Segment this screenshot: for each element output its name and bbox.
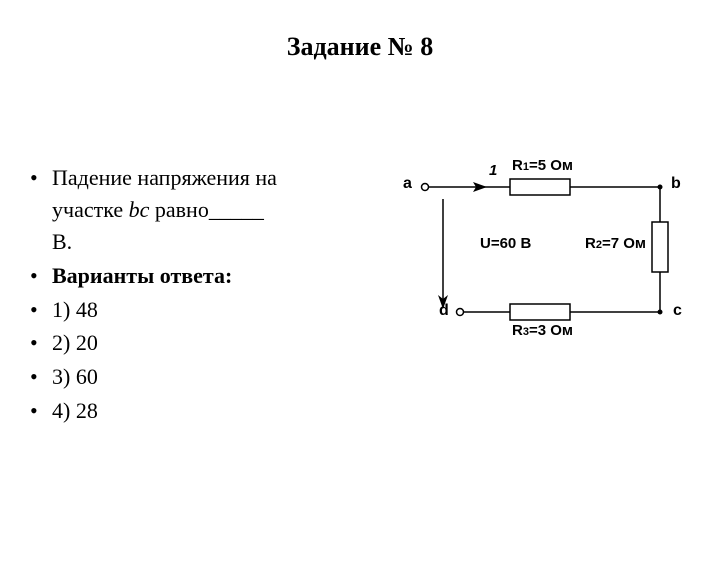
answers-header: Варианты ответа:	[30, 260, 380, 292]
node-a-label: a	[403, 175, 412, 193]
r3-name: R	[512, 322, 523, 339]
r1-val: =5 Ом	[529, 157, 573, 174]
r3-val: =3 Ом	[529, 322, 573, 339]
r1-label: R1=5 Ом	[512, 157, 573, 174]
question-block: Падение напряжения на участке bc равно__…	[30, 162, 380, 429]
circuit-diagram: a b c d 1 R1=5 Ом R2=7 Ом R3=3 Ом U=60 В	[395, 157, 695, 357]
voltage-label: U=60 В	[480, 235, 531, 252]
answers-header-text: Варианты ответа:	[52, 263, 232, 288]
page-title: Задание № 8	[0, 32, 720, 62]
option-2: 2) 20	[30, 327, 380, 359]
q-line2-pre: участке	[52, 197, 129, 222]
r2-name: R	[585, 235, 596, 252]
node-c-label: c	[673, 302, 682, 320]
q-line2-suf: равно_____	[149, 197, 263, 222]
r3-label: R3=3 Ом	[512, 322, 573, 339]
option-1: 1) 48	[30, 294, 380, 326]
node-d-label: d	[439, 302, 449, 320]
bullet-list: Падение напряжения на участке bc равно__…	[30, 162, 380, 427]
r2-val: =7 Ом	[602, 235, 646, 252]
q-line3: В.	[52, 229, 72, 254]
node-b-label: b	[671, 175, 681, 193]
option-3: 3) 60	[30, 361, 380, 393]
r2-label: R2=7 Ом	[585, 235, 646, 252]
r1-name: R	[512, 157, 523, 174]
q-line1: Падение напряжения на	[52, 165, 277, 190]
q-line2-italic: bc	[129, 197, 150, 222]
current-label: 1	[489, 162, 497, 179]
option-4: 4) 28	[30, 395, 380, 427]
question-text: Падение напряжения на участке bc равно__…	[30, 162, 380, 258]
